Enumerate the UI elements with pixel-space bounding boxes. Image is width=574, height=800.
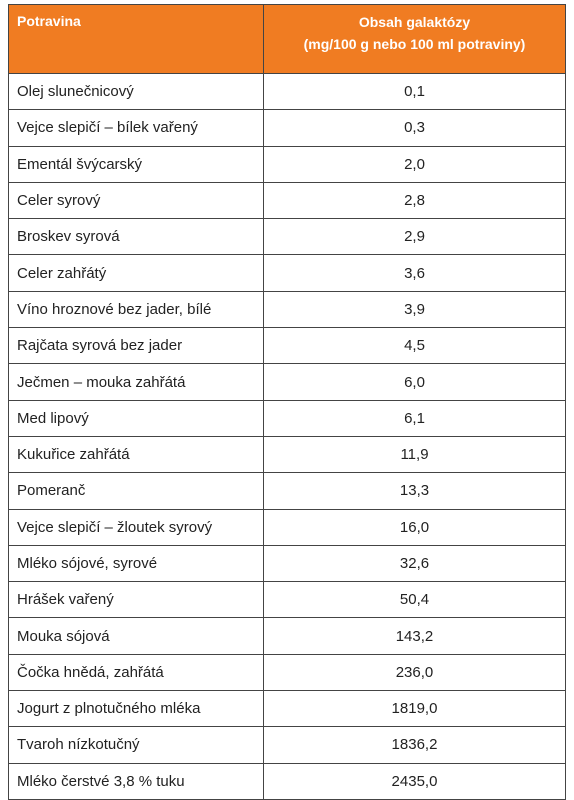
table-body: Olej slunečnicový 0,1 Vejce slepičí – bíle… (8, 72, 566, 800)
galactose-value: 1836,2 (263, 726, 566, 764)
galactose-value: 50,4 (263, 581, 566, 619)
table-row: Mouka sójová 143,2 (8, 617, 566, 655)
food-name: Celer zahřátý (8, 254, 264, 292)
food-name: Mléko sójové, syrové (8, 544, 264, 583)
galactose-value: 236,0 (263, 653, 566, 692)
table-row: Tvaroh nízkotučný 1836,2 (8, 726, 566, 764)
food-name: Ementál švýcarský (8, 145, 264, 183)
header-line: (mg/100 g nebo 100 ml potraviny) (303, 36, 526, 52)
food-name: Pomeranč (8, 472, 264, 510)
galactose-value: 2435,0 (263, 762, 566, 800)
food-name: Vejce slepičí – bílek vařený (8, 109, 264, 147)
table-row: Mléko sójové, syrové 32,6 (8, 544, 566, 583)
galactose-value: 6,0 (263, 363, 566, 401)
header-content: Obsah galaktózy (mg/100 g nebo 100 ml po… (263, 4, 566, 74)
header-line: Obsah galaktózy (358, 14, 471, 30)
table-row: Celer zahřátý 3,6 (8, 254, 566, 292)
food-name: Čočka hnědá, zahřátá (8, 653, 264, 692)
galactose-value: 13,3 (263, 472, 566, 510)
galactose-value: 1819,0 (263, 690, 566, 728)
food-name: Mléko čerstvé 3,8 % tuku (8, 762, 264, 800)
table-row: Mléko čerstvé 3,8 % tuku 2435,0 (8, 762, 566, 800)
galactose-value: 3,6 (263, 254, 566, 292)
galactose-value: 143,2 (263, 617, 566, 655)
table-header: Potravina Obsah galaktózy (mg/100 g nebo… (8, 4, 566, 74)
table-row: Broskev syrová 2,9 (8, 218, 566, 256)
food-name: Hrášek vařený (8, 581, 264, 619)
header-food: Potravina (8, 4, 264, 74)
table-row: Vejce slepičí – žloutek syrový 16,0 (8, 508, 566, 546)
table-row: Ječmen – mouka zahřátá 6,0 (8, 363, 566, 401)
table-row: Celer syrový 2,8 (8, 181, 566, 220)
galactose-value: 3,9 (263, 290, 566, 329)
table-row: Med lipový 6,1 (8, 399, 566, 437)
food-name: Ječmen – mouka zahřátá (8, 363, 264, 401)
galactose-value: 2,8 (263, 181, 566, 220)
food-name: Broskev syrová (8, 218, 264, 256)
galactose-value: 11,9 (263, 435, 566, 474)
table-row: Ementál švýcarský 2,0 (8, 145, 566, 183)
food-name: Jogurt z plnotučného mléka (8, 690, 264, 728)
food-name: Tvaroh nízkotučný (8, 726, 264, 764)
galactose-table: Potravina Obsah galaktózy (mg/100 g nebo… (8, 4, 566, 800)
table-row: Jogurt z plnotučného mléka 1819,0 (8, 690, 566, 728)
header-row: Potravina Obsah galaktózy (mg/100 g nebo… (8, 4, 566, 74)
galactose-value: 0,3 (263, 109, 566, 147)
food-name: Vejce slepičí – žloutek syrový (8, 508, 264, 546)
food-name: Kukuřice zahřátá (8, 435, 264, 474)
food-name: Celer syrový (8, 181, 264, 220)
table-row: Kukuřice zahřátá 11,9 (8, 435, 566, 474)
galactose-value: 0,1 (263, 72, 566, 111)
galactose-value: 6,1 (263, 399, 566, 437)
food-name: Olej slunečnicový (8, 72, 264, 111)
table-row: Hrášek vařený 50,4 (8, 581, 566, 619)
food-name: Víno hroznové bez jader, bílé (8, 290, 264, 329)
galactose-value: 32,6 (263, 544, 566, 583)
table-row: Olej slunečnicový 0,1 (8, 72, 566, 111)
galactose-value: 2,9 (263, 218, 566, 256)
table-row: Vejce slepičí – bílek vařený 0,3 (8, 109, 566, 147)
food-name: Rajčata syrová bez jader (8, 327, 264, 365)
table-row: Víno hroznové bez jader, bílé 3,9 (8, 290, 566, 329)
table-row: Čočka hnědá, zahřátá 236,0 (8, 653, 566, 692)
galactose-value: 16,0 (263, 508, 566, 546)
galactose-value: 2,0 (263, 145, 566, 183)
galactose-value: 4,5 (263, 327, 566, 365)
table-row: Pomeranč 13,3 (8, 472, 566, 510)
table-row: Rajčata syrová bez jader 4,5 (8, 327, 566, 365)
food-name: Mouka sójová (8, 617, 264, 655)
food-name: Med lipový (8, 399, 264, 437)
